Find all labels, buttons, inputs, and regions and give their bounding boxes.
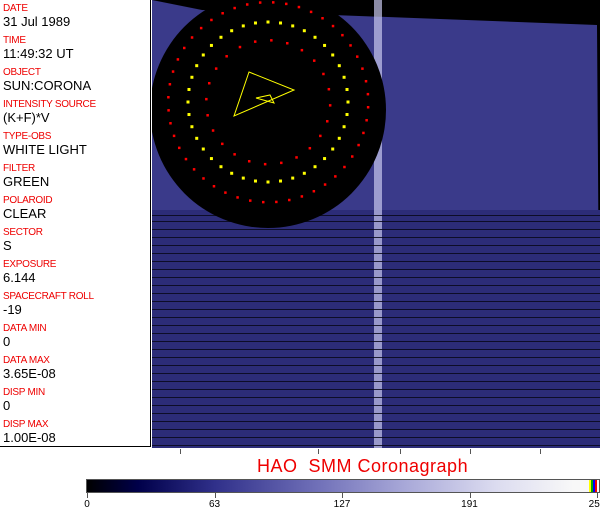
colorbar-tick-label: 127 [333, 499, 351, 510]
metadata-label: DATA MAX [3, 355, 50, 366]
colorbar-tick-label: 255 [588, 499, 600, 510]
metadata-value: 11:49:32 UT [3, 46, 74, 61]
sun-pointer-marker [233, 71, 296, 117]
metadata-value: 0 [3, 334, 11, 349]
metadata-value: CLEAR [3, 206, 47, 221]
instrument-title: HAO SMM Coronagraph [257, 456, 469, 476]
metadata-label: SECTOR [3, 227, 43, 238]
metadata-label: DISP MAX [3, 419, 49, 430]
metadata-label: POLAROID [3, 195, 53, 206]
metadata-value: 3.65E-08 [3, 366, 56, 381]
colorbar-tick-label: 63 [208, 499, 221, 510]
metadata-label: INTENSITY SOURCE [3, 99, 96, 110]
metadata-label: DISP MIN [3, 387, 45, 398]
metadata-value: 0 [3, 398, 11, 413]
metadata-label: TIME [3, 35, 26, 46]
colorbar-tick-label: 191 [461, 499, 478, 510]
metadata-value: WHITE LIGHT [3, 142, 87, 157]
metadata-label: FILTER [3, 163, 35, 174]
colorbar [86, 479, 600, 493]
metadata-label: OBJECT [3, 67, 41, 78]
metadata-value: SUN:CORONA [3, 78, 92, 93]
metadata-value: 6.144 [3, 270, 36, 285]
metadata-value: 31 Jul 1989 [3, 14, 71, 29]
metadata-label: EXPOSURE [3, 259, 57, 270]
coronagraph-image [152, 0, 600, 448]
metadata-panel: DATE 31 Jul 1989 TIME 11:49:32 UT OBJECT SUN:… [0, 0, 151, 447]
metadata-label: DATE [3, 3, 28, 14]
metadata-value: GREEN [3, 174, 50, 189]
metadata-label: DATA MIN [3, 323, 47, 334]
metadata-value: (K+F)*V [3, 110, 50, 125]
metadata-value: S [3, 238, 12, 253]
metadata-value: 1.00E-08 [3, 430, 56, 445]
colorbar-tick-label: 0 [84, 499, 90, 510]
occulter-disk [152, 0, 386, 228]
metadata-value: -19 [3, 302, 22, 317]
metadata-label: SPACECRAFT ROLL [3, 291, 94, 302]
metadata-label: TYPE-OBS [3, 131, 52, 142]
